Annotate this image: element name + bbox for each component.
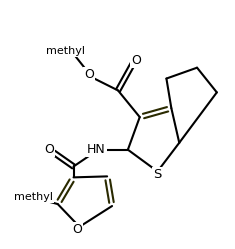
Text: O: O [84, 68, 94, 81]
Text: methyl: methyl [46, 46, 85, 56]
Text: HN: HN [87, 143, 106, 156]
Text: S: S [153, 168, 162, 181]
Text: O: O [44, 143, 54, 156]
Text: O: O [73, 223, 82, 236]
Text: O: O [131, 54, 141, 67]
Text: methyl: methyl [15, 192, 54, 202]
